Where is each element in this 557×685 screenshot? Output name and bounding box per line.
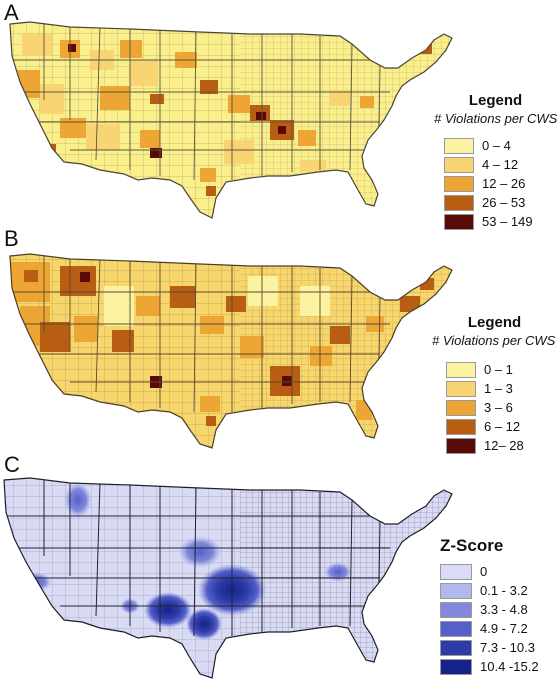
legend-b-swatch <box>446 380 476 397</box>
panel-letter-a: A <box>4 0 19 25</box>
legend-b-swatch <box>446 437 476 454</box>
legend-c-class: 0.1 - 3.2 <box>440 581 557 600</box>
map-panel-a: A Legend # Violations per CWS 0 – 4 4 – … <box>0 0 557 230</box>
legend-c-swatch <box>440 582 472 599</box>
legend-b-label: 1 – 3 <box>484 381 513 396</box>
legend-a-label: 53 – 149 <box>482 214 533 229</box>
legend-a-swatch <box>444 137 474 154</box>
legend-c-label: 0.1 - 3.2 <box>480 583 528 598</box>
legend-c-swatch <box>440 563 472 580</box>
legend-c-label: 4.9 - 7.2 <box>480 621 528 636</box>
us-map-b <box>9 253 453 449</box>
legend-c-swatch <box>440 658 472 675</box>
legend-c-class: 0 <box>440 562 557 581</box>
legend-c-class: 4.9 - 7.2 <box>440 619 557 638</box>
legend-a-label: 0 – 4 <box>482 138 511 153</box>
legend-c-label: 3.3 - 4.8 <box>480 602 528 617</box>
legend-c-label: 10.4 -15.2 <box>480 659 539 674</box>
us-map-a <box>9 21 453 219</box>
legend-c-title: Z-Score <box>440 536 504 555</box>
map-panel-c: C Z-Score 0 0.1 - 3.2 3.3 - 4.8 4.9 - 7.… <box>0 452 557 685</box>
legend-c-label: 7.3 - 10.3 <box>480 640 535 655</box>
map-a-state-lines <box>10 22 400 191</box>
legend-b-label: 12– 28 <box>484 438 524 453</box>
legend-a-swatch <box>444 156 474 173</box>
legend-b-swatch <box>446 361 476 378</box>
legend-a-swatch <box>444 175 474 192</box>
legend-a-class: 53 – 149 <box>444 212 557 231</box>
map-a-outline <box>9 21 453 219</box>
legend-b-class: 0 – 1 <box>446 360 557 379</box>
legend-a-label: 26 – 53 <box>482 195 526 210</box>
legend-b-title: Legend <box>467 314 522 331</box>
legend-a-class: 26 – 53 <box>444 193 557 212</box>
legend-b-label: 3 – 6 <box>484 400 513 415</box>
legend-c-swatch <box>440 620 472 637</box>
us-map-c <box>3 477 453 679</box>
legend-b-label: 6 – 12 <box>484 419 521 434</box>
legend-c-class: 7.3 - 10.3 <box>440 638 557 657</box>
legend-c-class: 10.4 -15.2 <box>440 657 557 676</box>
legend-c: Z-Score 0 0.1 - 3.2 3.3 - 4.8 4.9 - 7.2 … <box>440 536 557 676</box>
legend-a-subtitle: # Violations per CWS <box>434 111 557 126</box>
map-c-outline <box>3 477 453 679</box>
map-b-state-lines <box>10 254 400 423</box>
panel-letter-b: B <box>4 226 19 251</box>
legend-a-class: 0 – 4 <box>444 136 557 155</box>
legend-c-swatch <box>440 601 472 618</box>
panel-letter-c: C <box>4 452 20 477</box>
legend-a-swatch <box>444 213 474 230</box>
legend-b-class: 1 – 3 <box>446 379 557 398</box>
legend-a-swatch <box>444 194 474 211</box>
legend-b-swatch <box>446 418 476 435</box>
legend-c-swatch <box>440 639 472 656</box>
legend-b-swatch <box>446 399 476 416</box>
legend-b-subtitle: # Violations per CWS <box>432 333 556 348</box>
legend-b-label: 0 – 1 <box>484 362 513 377</box>
legend-a-class: 4 – 12 <box>444 155 557 174</box>
legend-a-label: 12 – 26 <box>482 176 526 191</box>
legend-a-title: Legend <box>468 92 523 109</box>
map-a-counties <box>14 34 432 196</box>
map-c-state-lines <box>6 478 400 647</box>
legend-a: Legend # Violations per CWS 0 – 4 4 – 12… <box>434 92 557 231</box>
legend-b-class: 6 – 12 <box>446 417 557 436</box>
map-b-outline <box>9 253 453 449</box>
legend-a-class: 12 – 26 <box>444 174 557 193</box>
legend-b-class: 12– 28 <box>446 436 557 455</box>
legend-c-label: 0 <box>480 564 488 579</box>
legend-b: Legend # Violations per CWS 0 – 1 1 – 3 … <box>432 314 557 455</box>
legend-c-class: 3.3 - 4.8 <box>440 600 557 619</box>
legend-b-class: 3 – 6 <box>446 398 557 417</box>
legend-a-label: 4 – 12 <box>482 157 519 172</box>
map-panel-b: B Legend # Violations per CWS 0 – 1 1 – … <box>0 226 557 455</box>
